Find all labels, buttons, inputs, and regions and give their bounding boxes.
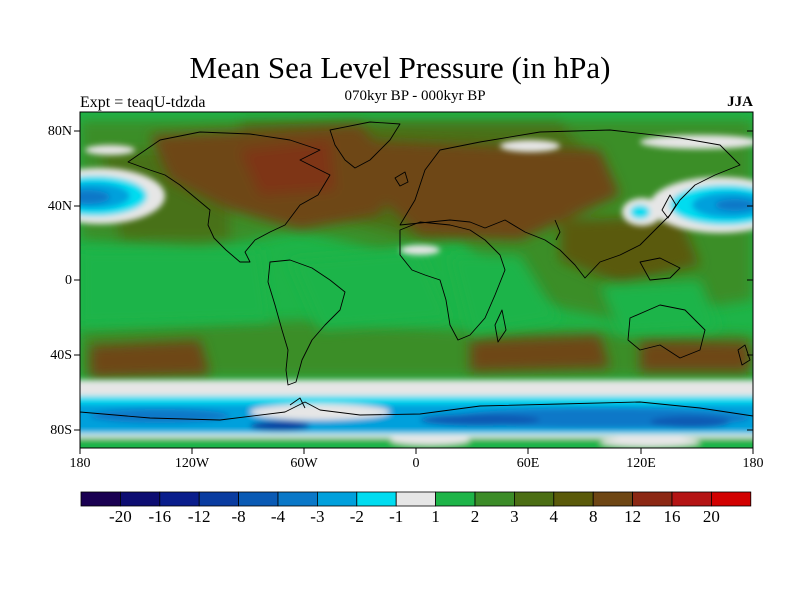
lon-label-180w: 180 bbox=[69, 456, 91, 471]
map-title: Mean Sea Level Pressure (in hPa) bbox=[189, 50, 611, 85]
axis-ticks bbox=[74, 130, 754, 454]
colorbar-label-9: 2 bbox=[470, 507, 480, 526]
lat-label-40s: 40S bbox=[50, 348, 72, 363]
colorbar-label-10: 3 bbox=[510, 507, 519, 526]
colorbar-label-15: 20 bbox=[702, 507, 720, 526]
colorbar-swatch-5 bbox=[277, 491, 318, 507]
colorbar-label-6: -2 bbox=[349, 507, 364, 526]
lon-label-0: 0 bbox=[412, 456, 420, 471]
lat-label-equator: 0 bbox=[65, 273, 72, 288]
lat-label-80n: 80N bbox=[47, 124, 72, 139]
colorbar-swatch-15 bbox=[671, 491, 712, 507]
lon-label-120w: 120W bbox=[174, 456, 210, 471]
colorbar bbox=[80, 491, 752, 507]
lon-label-180e: 180 bbox=[742, 456, 764, 471]
colorbar-label-11: 4 bbox=[549, 507, 559, 526]
colorbar-swatch-0 bbox=[80, 491, 121, 507]
colorbar-swatch-7 bbox=[356, 491, 397, 507]
colorbar-label-8: 1 bbox=[431, 507, 440, 526]
lon-label-120e: 120E bbox=[626, 456, 656, 471]
colorbar-label-5: -3 bbox=[310, 507, 325, 526]
map-subtitle: 070kyr BP - 000kyr BP bbox=[344, 88, 486, 104]
colorbar-label-12: 8 bbox=[588, 507, 598, 526]
colorbar-label-14: 16 bbox=[663, 507, 681, 526]
experiment-label: Expt = teaqU-tdzda bbox=[80, 94, 206, 111]
colorbar-swatch-16 bbox=[711, 491, 752, 507]
lat-label-80s: 80S bbox=[50, 423, 72, 438]
colorbar-swatch-8 bbox=[395, 491, 437, 507]
colorbar-swatch-10 bbox=[474, 491, 515, 507]
colorbar-swatch-6 bbox=[316, 491, 358, 507]
colorbar-label-7: -1 bbox=[389, 507, 404, 526]
colorbar-swatch-4 bbox=[238, 491, 279, 507]
colorbar-swatch-3 bbox=[198, 491, 239, 507]
pressure-field bbox=[80, 112, 753, 448]
coastlines bbox=[80, 121, 753, 421]
colorbar-swatch-14 bbox=[632, 491, 673, 507]
season-label: JJA bbox=[727, 94, 753, 110]
colorbar-label-0: -20 bbox=[109, 507, 132, 526]
lon-label-60w: 60W bbox=[290, 456, 318, 471]
colorbar-swatch-2 bbox=[159, 491, 200, 507]
colorbar-label-3: -8 bbox=[231, 507, 246, 526]
colorbar-swatch-13 bbox=[592, 491, 634, 507]
colorbar-label-2: -12 bbox=[187, 507, 211, 526]
lat-label-40n: 40N bbox=[47, 199, 72, 214]
colorbar-label-13: 12 bbox=[624, 507, 642, 526]
colorbar-label-4: -4 bbox=[270, 507, 286, 526]
lon-label-60e: 60E bbox=[516, 456, 540, 471]
colorbar-label-1: -16 bbox=[148, 507, 172, 526]
colorbar-swatch-12 bbox=[553, 491, 594, 507]
colorbar-swatch-11 bbox=[514, 491, 555, 507]
colorbar-swatch-9 bbox=[435, 491, 476, 507]
colorbar-swatch-1 bbox=[120, 491, 161, 507]
